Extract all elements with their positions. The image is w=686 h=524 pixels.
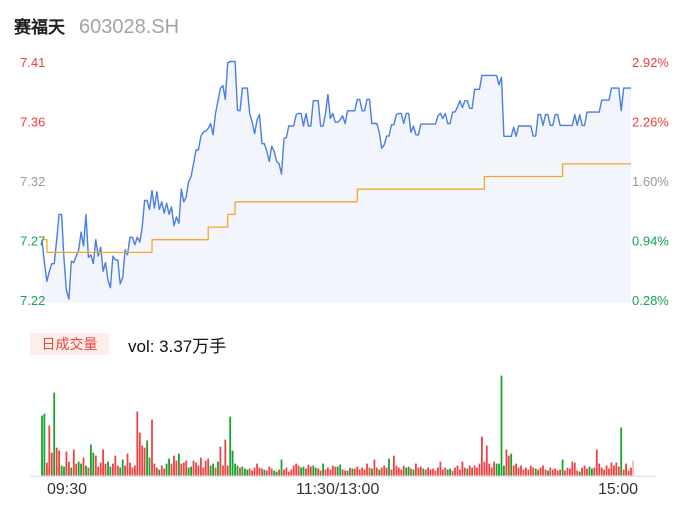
svg-text:0.94%: 0.94% <box>632 234 669 249</box>
svg-text:7.36: 7.36 <box>20 115 45 130</box>
svg-text:7.22: 7.22 <box>20 293 45 308</box>
svg-text:7.41: 7.41 <box>20 55 45 70</box>
svg-text:2.26%: 2.26% <box>632 115 669 130</box>
svg-text:7.27: 7.27 <box>20 234 45 249</box>
svg-text:2.92%: 2.92% <box>632 55 669 70</box>
svg-text:7.32: 7.32 <box>20 174 45 189</box>
svg-text:1.60%: 1.60% <box>632 174 669 189</box>
svg-text:0.28%: 0.28% <box>632 293 669 308</box>
